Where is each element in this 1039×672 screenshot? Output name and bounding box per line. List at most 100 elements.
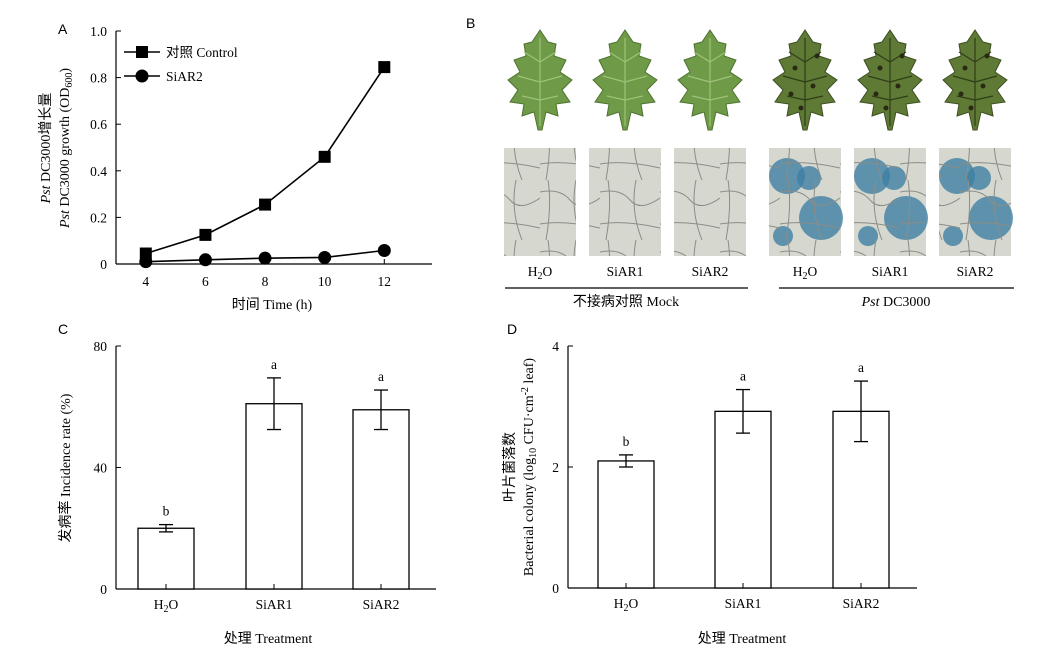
significance-label-d: a [740, 369, 746, 384]
micrograph-veins [769, 148, 841, 256]
y-tick-label-a: 0.4 [90, 164, 107, 179]
bar-c [245, 403, 303, 590]
lesion-spot [895, 83, 901, 89]
y-tick-label-d: 0 [552, 581, 559, 596]
y-tick-label-a: 1.0 [90, 24, 107, 39]
treatment-label: SiAR2 [692, 264, 729, 279]
data-point-circle [198, 253, 212, 267]
leaf-photo [677, 29, 743, 131]
micrograph-veins [589, 148, 661, 256]
leaf-vein [782, 38, 828, 126]
lesion-spot [980, 83, 986, 89]
bar-d [714, 410, 772, 589]
legend-marker-circle [135, 69, 149, 83]
significance-label-d: b [623, 434, 630, 449]
leaf-vein [517, 38, 563, 126]
treatment-label: SiAR1 [872, 264, 909, 279]
micrograph-row [504, 148, 1013, 256]
leaf-photo [772, 29, 838, 131]
panel-a-letter: A [58, 21, 68, 37]
leaf-photo [507, 29, 573, 131]
leaf-vein [952, 38, 998, 126]
panel-d-xlabel: 处理 Treatment [698, 631, 787, 647]
data-point-circle [139, 255, 153, 269]
lesion-spot [958, 91, 964, 97]
leaf-photo-row [507, 29, 1008, 131]
y-tick-label-c: 0 [100, 582, 107, 597]
data-point-circle [318, 250, 332, 264]
category-label-c: H2O [154, 597, 179, 615]
treatment-label-row: H2O SiAR1 SiAR2 H2O SiAR1 SiAR2 [528, 264, 994, 282]
panel-c-xlabel: 处理 Treatment [224, 631, 313, 647]
lesion-spot [810, 83, 816, 89]
treatment-label: H2O [793, 264, 818, 282]
legend-label-1: 对照 Control [166, 45, 238, 60]
x-tick-label-a: 8 [262, 274, 269, 289]
panel-c-letter: C [58, 321, 68, 337]
data-point-circle [258, 251, 272, 265]
lesion-spot [814, 53, 820, 59]
micrograph-veins [939, 148, 1011, 256]
lesion-spot [877, 65, 883, 71]
lesion-spot [962, 65, 968, 71]
data-point-circle [377, 243, 391, 257]
lesion-spot [984, 53, 990, 59]
panel-a-ylabel-line1: Pst DC3000增长量 [38, 93, 54, 205]
y-tick-label-a: 0.2 [90, 210, 107, 225]
x-tick-label-a: 10 [318, 274, 332, 289]
lesion-spot [968, 105, 974, 111]
significance-label-c: a [378, 369, 384, 384]
panel-d-ylabel-line1: 叶片菌落数 [502, 432, 518, 502]
y-tick-label-a: 0.6 [90, 117, 107, 132]
data-point-square [259, 198, 272, 211]
leaf-photo [857, 29, 923, 131]
y-tick-label-c: 40 [94, 461, 108, 476]
bar-chart-c: 0 40 80 b H2O a SiAR1 a SiAR2 [94, 339, 436, 615]
lesion-spot [788, 91, 794, 97]
category-label-d: H2O [614, 596, 639, 614]
lesion-spot [873, 91, 879, 97]
legend-marker-square [136, 46, 148, 58]
x-tick-label-a: 12 [378, 274, 392, 289]
micrograph-veins [674, 148, 746, 256]
treatment-label: SiAR2 [957, 264, 994, 279]
bar-chart-d: 0 2 4 b H2O a SiAR1 a SiAR2 [552, 339, 917, 614]
mock-group-label: 不接病对照 Mock [573, 293, 679, 310]
leaf-photo [942, 29, 1008, 131]
data-point-square [378, 61, 391, 74]
data-point-square [199, 228, 212, 241]
x-tick-label-a: 6 [202, 274, 209, 289]
bar-c [352, 409, 410, 590]
leaf-vein [687, 38, 733, 126]
treatment-label: SiAR1 [607, 264, 644, 279]
panel-c-ylabel: 发病率 Incidence rate (%) [57, 393, 74, 542]
y-tick-label-c: 80 [94, 339, 108, 354]
panel-a-ylabel-line2: Pst DC3000 growth (OD600) [58, 68, 75, 229]
series-line-1 [145, 66, 385, 255]
pst-group-label: Pst DC3000 [861, 295, 931, 310]
y-tick-label-a: 0 [100, 257, 107, 272]
bar-c [137, 527, 195, 590]
panel-d-letter: D [507, 321, 517, 337]
significance-label-c: b [163, 504, 170, 519]
significance-label-c: a [271, 357, 277, 372]
lesion-spot [798, 105, 804, 111]
leaf-vein [602, 38, 648, 126]
line-chart-a: 0 0.2 0.4 0.6 0.8 1.0 4 6 8 10 12 对照 Control SiAR2 [90, 24, 432, 289]
leaf-photo [592, 29, 658, 131]
micrograph-veins [854, 148, 926, 256]
lesion-spot [899, 53, 905, 59]
y-tick-label-a: 0.8 [90, 71, 107, 86]
data-point-square [318, 150, 331, 163]
legend-label-2: SiAR2 [166, 69, 203, 84]
panel-b-letter: B [466, 15, 475, 31]
category-label-d: SiAR2 [843, 596, 880, 611]
significance-label-d: a [858, 360, 864, 375]
leaf-vein [867, 38, 913, 126]
micrograph-veins [504, 148, 576, 256]
lesion-spot [792, 65, 798, 71]
category-label-d: SiAR1 [725, 596, 762, 611]
panel-a-xlabel: 时间 Time (h) [232, 297, 313, 313]
lesion-spot [883, 105, 889, 111]
